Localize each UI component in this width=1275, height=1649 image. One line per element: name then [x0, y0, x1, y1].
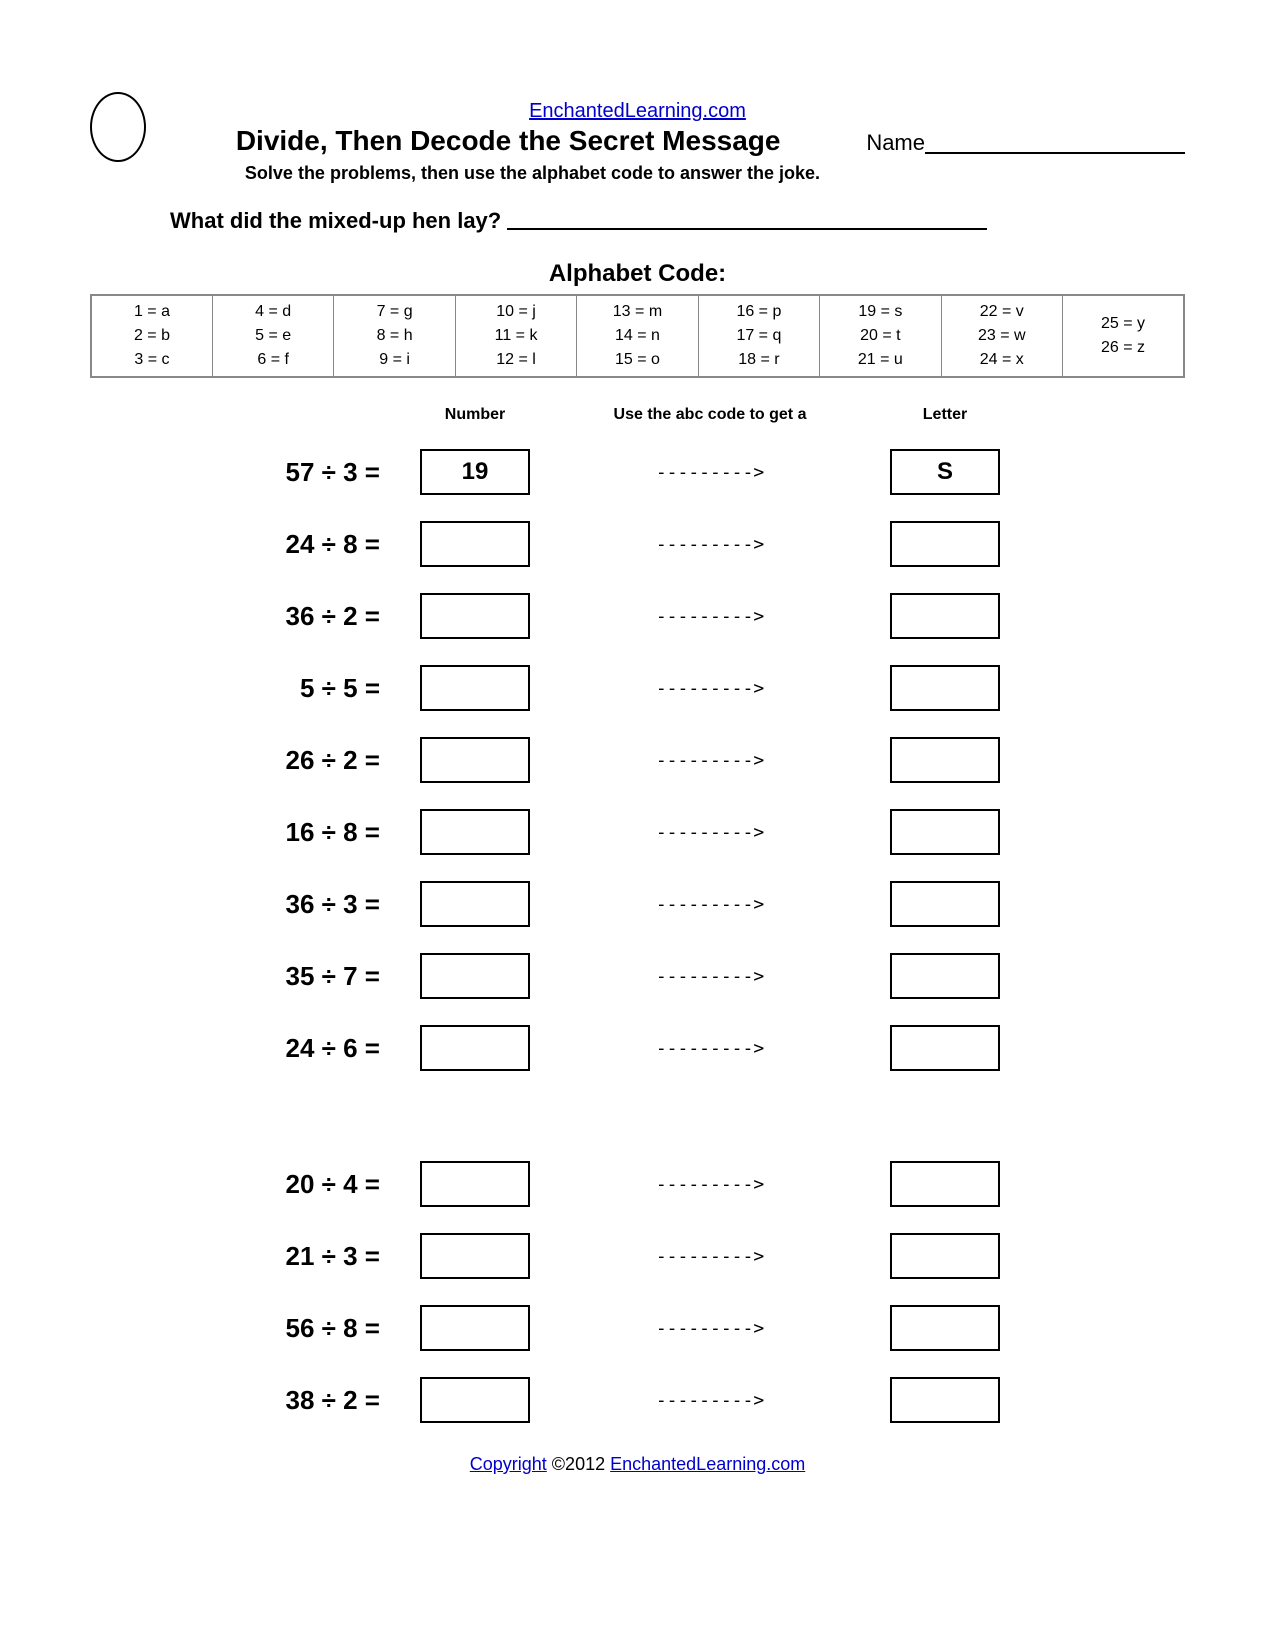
number-box[interactable]	[420, 1377, 530, 1423]
header: EnchantedLearning.com Divide, Then Decod…	[90, 100, 1185, 234]
problem-expression: 24 ÷ 6 =	[90, 1033, 400, 1064]
code-cell: 19 = s20 = t21 = u	[820, 295, 941, 377]
problem-expression: 57 ÷ 3 =	[90, 457, 400, 488]
letter-box[interactable]	[890, 809, 1000, 855]
title-row: Divide, Then Decode the Secret Message N…	[90, 125, 1185, 157]
letter-box[interactable]	[890, 521, 1000, 567]
arrow: --------->	[550, 534, 870, 555]
footer-site-link[interactable]: EnchantedLearning.com	[610, 1454, 805, 1474]
alphabet-code-table: 1 = a2 = b3 = c4 = d5 = e6 = f7 = g8 = h…	[90, 294, 1185, 378]
arrow: --------->	[550, 1038, 870, 1059]
problem-expression: 36 ÷ 2 =	[90, 601, 400, 632]
letter-box[interactable]	[890, 881, 1000, 927]
name-line[interactable]	[925, 152, 1185, 154]
number-box[interactable]	[420, 521, 530, 567]
arrow: --------->	[550, 606, 870, 627]
number-box[interactable]	[420, 737, 530, 783]
arrow: --------->	[550, 1318, 870, 1339]
code-cell: 10 = j11 = k12 = l	[455, 295, 576, 377]
problem-row: 26 ÷ 2 = --------->	[90, 724, 1185, 796]
problem-row: 36 ÷ 3 = --------->	[90, 868, 1185, 940]
letter-box[interactable]	[890, 953, 1000, 999]
number-box[interactable]	[420, 809, 530, 855]
copyright-text: ©2012	[547, 1454, 610, 1474]
problem-row: 57 ÷ 3 = 19 ---------> S	[90, 436, 1185, 508]
problem-expression: 36 ÷ 3 =	[90, 889, 400, 920]
name-field[interactable]: Name	[866, 130, 1185, 156]
instructions-text: Solve the problems, then use the alphabe…	[160, 163, 905, 184]
arrow: --------->	[550, 1174, 870, 1195]
problem-row: 56 ÷ 8 = --------->	[90, 1292, 1185, 1364]
number-box[interactable]	[420, 1161, 530, 1207]
problem-expression: 35 ÷ 7 =	[90, 961, 400, 992]
name-label: Name	[866, 130, 925, 155]
problem-row: 5 ÷ 5 = --------->	[90, 652, 1185, 724]
copyright-link[interactable]: Copyright	[470, 1454, 547, 1474]
letter-box[interactable]	[890, 665, 1000, 711]
page-title: Divide, Then Decode the Secret Message	[160, 125, 856, 157]
column-headers: Number Use the abc code to get a Letter	[90, 406, 1185, 424]
problem-expression: 20 ÷ 4 =	[90, 1169, 400, 1200]
worksheet-page: EnchantedLearning.com Divide, Then Decod…	[0, 0, 1275, 1649]
number-box[interactable]	[420, 1233, 530, 1279]
code-cell: 25 = y26 = z	[1063, 295, 1185, 377]
header-number: Number	[400, 406, 550, 424]
problem-row: 24 ÷ 8 = --------->	[90, 508, 1185, 580]
number-box[interactable]: 19	[420, 449, 530, 495]
problems-list: 57 ÷ 3 =19--------->S24 ÷ 8 =--------->3…	[90, 436, 1185, 1436]
letter-box[interactable]	[890, 593, 1000, 639]
letter-box[interactable]: S	[890, 449, 1000, 495]
number-box[interactable]	[420, 953, 530, 999]
problem-row: 20 ÷ 4 = --------->	[90, 1148, 1185, 1220]
number-box[interactable]	[420, 881, 530, 927]
letter-box[interactable]	[890, 1025, 1000, 1071]
number-box[interactable]	[420, 1305, 530, 1351]
problem-expression: 21 ÷ 3 =	[90, 1241, 400, 1272]
code-cell: 7 = g8 = h9 = i	[334, 295, 455, 377]
header-letter: Letter	[870, 406, 1020, 424]
code-cell: 16 = p17 = q18 = r	[698, 295, 819, 377]
problem-expression: 26 ÷ 2 =	[90, 745, 400, 776]
letter-box[interactable]	[890, 1305, 1000, 1351]
problem-row: 24 ÷ 6 = --------->	[90, 1012, 1185, 1084]
decorative-oval	[90, 92, 146, 162]
arrow: --------->	[550, 894, 870, 915]
number-box[interactable]	[420, 1025, 530, 1071]
question-row: What did the mixed-up hen lay?	[170, 208, 1185, 234]
number-box[interactable]	[420, 593, 530, 639]
code-cell: 1 = a2 = b3 = c	[91, 295, 212, 377]
problem-expression: 16 ÷ 8 =	[90, 817, 400, 848]
footer: Copyright ©2012 EnchantedLearning.com	[90, 1454, 1185, 1475]
arrow: --------->	[550, 1246, 870, 1267]
header-decode: Use the abc code to get a	[550, 406, 870, 424]
letter-box[interactable]	[890, 737, 1000, 783]
question-text: What did the mixed-up hen lay?	[170, 208, 501, 233]
code-cell: 22 = v23 = w24 = x	[941, 295, 1062, 377]
problem-row: 16 ÷ 8 = --------->	[90, 796, 1185, 868]
arrow: --------->	[550, 462, 870, 483]
problem-expression: 5 ÷ 5 =	[90, 673, 400, 704]
problem-row: 38 ÷ 2 = --------->	[90, 1364, 1185, 1436]
problem-row: 36 ÷ 2 = --------->	[90, 580, 1185, 652]
arrow: --------->	[550, 1390, 870, 1411]
letter-box[interactable]	[890, 1161, 1000, 1207]
code-cell: 4 = d5 = e6 = f	[212, 295, 333, 377]
letter-box[interactable]	[890, 1377, 1000, 1423]
problem-row: 35 ÷ 7 = --------->	[90, 940, 1185, 1012]
problem-expression: 56 ÷ 8 =	[90, 1313, 400, 1344]
problem-row: 21 ÷ 3 = --------->	[90, 1220, 1185, 1292]
answer-line[interactable]	[507, 228, 987, 230]
code-cell: 13 = m14 = n15 = o	[577, 295, 698, 377]
alphabet-code-title: Alphabet Code:	[90, 260, 1185, 288]
arrow: --------->	[550, 678, 870, 699]
site-link[interactable]: EnchantedLearning.com	[90, 100, 1185, 123]
problem-expression: 38 ÷ 2 =	[90, 1385, 400, 1416]
arrow: --------->	[550, 966, 870, 987]
arrow: --------->	[550, 822, 870, 843]
letter-box[interactable]	[890, 1233, 1000, 1279]
problem-expression: 24 ÷ 8 =	[90, 529, 400, 560]
arrow: --------->	[550, 750, 870, 771]
number-box[interactable]	[420, 665, 530, 711]
